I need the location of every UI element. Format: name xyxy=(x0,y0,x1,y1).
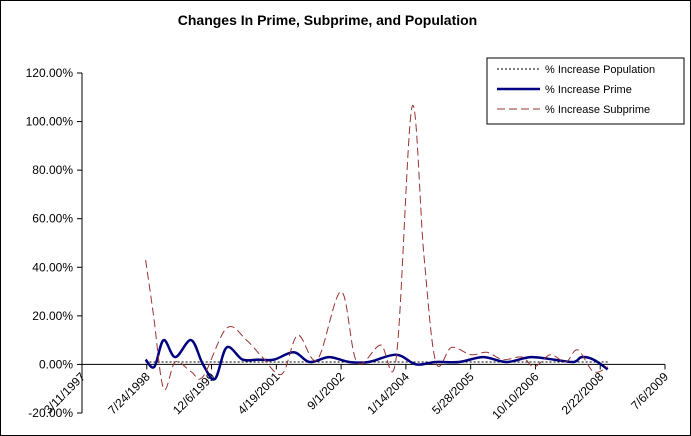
x-tick-label: 7/6/2009 xyxy=(628,369,671,412)
x-tick-label: 4/19/2001 xyxy=(235,369,283,417)
legend-label: % Increase Subprime xyxy=(545,104,650,116)
y-tick-label: 0.00% xyxy=(39,357,73,371)
x-tick-label: 1/14/2004 xyxy=(364,369,412,417)
x-tick-label: 5/28/2005 xyxy=(429,369,477,417)
y-tick-label: 60.00% xyxy=(32,212,73,226)
series-line-3 xyxy=(145,104,608,391)
y-tick-label: 40.00% xyxy=(32,260,73,274)
x-tick-label: 9/1/2002 xyxy=(304,369,347,412)
legend-label: % Increase Population xyxy=(545,64,655,76)
y-tick-label: 80.00% xyxy=(32,163,73,177)
y-tick-label: 120.00% xyxy=(26,66,74,80)
x-tick-label: 2/22/2008 xyxy=(559,369,607,417)
y-tick-label: 20.00% xyxy=(32,309,73,323)
legend-label: % Increase Prime xyxy=(545,84,632,96)
x-tick-label: 10/10/2006 xyxy=(489,369,542,422)
series-line-2 xyxy=(144,338,609,381)
y-tick-label: -20.00% xyxy=(28,406,73,420)
chart-title: Changes In Prime, Subprime, and Populati… xyxy=(177,12,478,28)
y-tick-label: 100.00% xyxy=(26,115,74,129)
legend-box xyxy=(486,57,685,125)
x-tick-label: 7/24/1998 xyxy=(105,369,153,417)
